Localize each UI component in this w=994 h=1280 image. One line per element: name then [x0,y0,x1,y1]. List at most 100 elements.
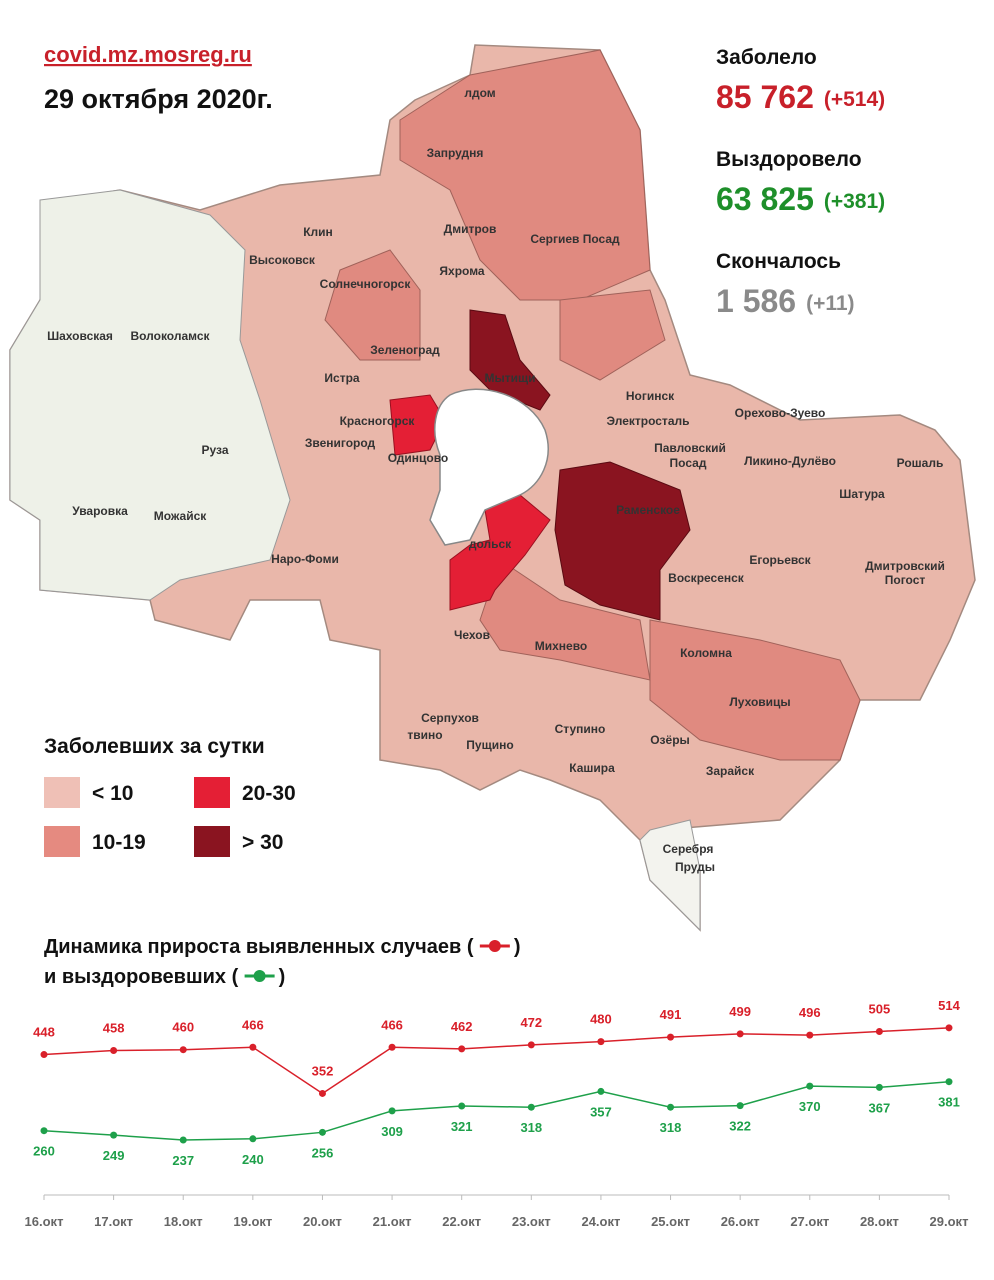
point [388,1107,396,1115]
point [318,1128,326,1136]
district-mid [324,249,421,361]
point [527,1041,535,1049]
map-label: Ногинск [626,389,675,403]
map-label: Рошаль [897,456,944,470]
line-chart: Динамика прироста выявленных случаев ( и… [25,936,969,1229]
map-label: Посад [670,456,707,470]
x-tick-label: 22.окт [442,1214,481,1229]
chart-title-end: ) [279,966,286,988]
map-label: Красногорск [340,414,416,428]
map: лдом Запрудня Клин Дмитров Сергиев Посад Высо… [9,44,976,932]
x-tick-label: 23.окт [512,1214,551,1229]
point [945,1078,953,1086]
value-label: 466 [381,1017,403,1032]
map-label: Дмитров [444,222,497,236]
x-tick-label: 25.окт [651,1214,690,1229]
value-label: 318 [660,1120,682,1135]
point [110,1047,118,1055]
point [458,1102,466,1110]
point [527,1103,535,1111]
x-tick-label: 20.окт [303,1214,342,1229]
point [667,1103,675,1111]
value-label: 472 [520,1015,542,1030]
map-label: Электросталь [607,414,690,428]
map-label: Луховицы [729,695,790,709]
chart-title-end: ) [514,936,521,958]
map-label: Кашира [569,761,615,775]
point [875,1083,883,1091]
legend-swatch [44,826,80,857]
legend-label: 20-30 [242,782,296,805]
map-label: Мытищи [485,371,536,385]
point [945,1024,953,1032]
stat-delta: (+11) [806,292,854,315]
stat-delta: (+381) [824,190,885,213]
legend-swatch [194,826,230,857]
point [249,1135,257,1143]
map-label: Истра [324,371,360,385]
district-mid [559,289,666,381]
stat-total: 85 762 [716,79,814,115]
map-label: Егорьевск [749,553,811,567]
map-label: Волоколамск [130,329,210,343]
map-label: Сергиев Посад [530,232,620,246]
district-dark [469,309,551,411]
map-label: Воскресенск [668,571,745,585]
value-label: 514 [938,998,960,1013]
point [318,1089,326,1097]
point [458,1045,466,1053]
map-label: лдом [464,86,495,100]
value-label: 321 [451,1119,473,1134]
map-label: Одинцово [388,451,449,465]
map-label: Наро-Фоми [271,552,339,566]
value-label: 352 [312,1063,334,1078]
legend-swatch [194,777,230,808]
map-label: Можайск [154,509,208,523]
map-label: Шатура [839,487,885,501]
map-label: Зеленоград [370,343,440,357]
map-label: Запрудня [427,146,484,160]
map-label: Солнечногорск [320,277,412,291]
stat-total: 63 825 [716,181,814,217]
map-label: Клин [303,225,333,239]
value-label: 499 [729,1004,751,1019]
district-low [9,189,291,601]
legend: Заболевших за сутки < 10 20-30 10-19 > 30 [44,735,296,857]
x-tick-label: 21.окт [373,1214,412,1229]
map-label: твино [407,728,442,742]
map-label: Чехов [454,628,490,642]
stat-label: Заболело [716,46,817,69]
x-tick-label: 19.окт [233,1214,272,1229]
x-tick-label: 28.окт [860,1214,899,1229]
map-label: Пруды [675,860,715,874]
stat-label: Скончалось [716,250,841,273]
map-label: Погост [885,573,926,587]
map-label: Руза [202,443,229,457]
value-label: 249 [103,1148,125,1163]
map-label: Михнево [535,639,588,653]
value-label: 381 [938,1095,960,1110]
map-label: Высоковск [249,253,316,267]
value-label: 460 [172,1020,194,1035]
date: 29 октября 2020г. [44,84,273,114]
value-label: 466 [242,1017,264,1032]
point [875,1027,883,1035]
x-tick-label: 27.окт [790,1214,829,1229]
map-label: Ступино [555,722,606,736]
map-labels: лдом Запрудня Клин Дмитров Сергиев Посад Высо… [47,86,945,874]
value-label: 370 [799,1099,821,1114]
district-red [449,494,551,611]
value-label: 367 [869,1100,891,1115]
map-label: Серпухов [421,711,479,725]
value-label: 357 [590,1104,612,1119]
legend-marker [488,940,501,952]
value-label: 256 [312,1145,334,1160]
district-dark [554,461,691,621]
point [388,1043,396,1051]
x-tick-label: 18.окт [164,1214,203,1229]
point [179,1046,187,1054]
point [736,1102,744,1110]
point [110,1131,118,1139]
point [179,1136,187,1144]
point [597,1038,605,1046]
